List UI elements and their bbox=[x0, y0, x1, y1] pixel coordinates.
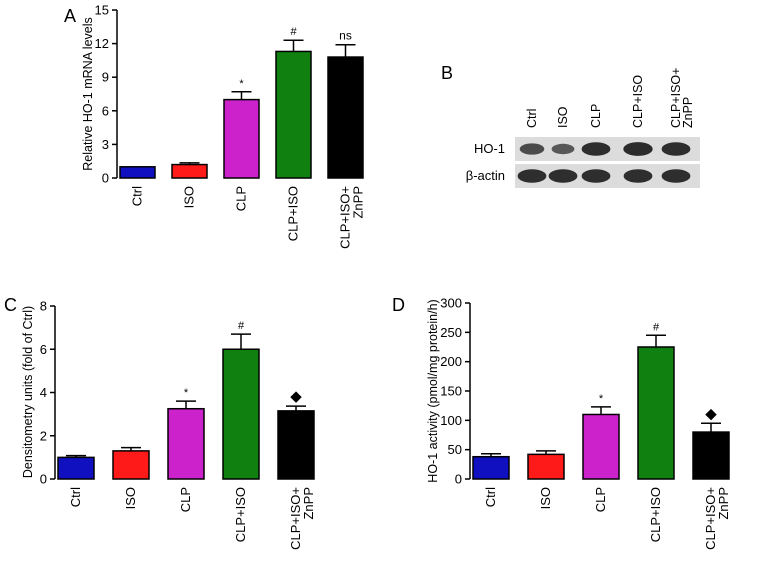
bar bbox=[167, 407, 205, 480]
blot-band bbox=[623, 169, 653, 183]
significance-marker: # bbox=[238, 320, 245, 332]
bar bbox=[223, 98, 260, 179]
blot-lane-label: Ctrl bbox=[525, 109, 539, 128]
y-tick-label: 300 bbox=[440, 296, 462, 311]
bar bbox=[327, 56, 364, 179]
bar bbox=[222, 348, 260, 480]
y-axis-label: Relative HO-1 mRNA levels bbox=[81, 17, 95, 171]
y-tick-label: 100 bbox=[440, 413, 462, 428]
y-axis-label: Densitometry units (fold of Ctrl) bbox=[21, 306, 35, 478]
x-tick-label: CLP+ISO+ZnPP bbox=[288, 487, 316, 550]
blot-lane-label: ISO bbox=[556, 106, 570, 128]
blot-lane-label: CLP+ISO+ZnPP bbox=[669, 68, 695, 128]
chart-c: 0 2 4 6 8 Densitometry units (fold of Ctrl) Ct… bbox=[21, 299, 316, 550]
x-tick-label: ISO bbox=[182, 186, 197, 208]
y-tick-label: 150 bbox=[440, 384, 462, 399]
x-tick-label: CLP bbox=[234, 186, 249, 211]
bar bbox=[692, 431, 730, 480]
y-tick-label: 3 bbox=[102, 137, 109, 152]
panel-label-b: B bbox=[441, 63, 453, 83]
y-tick-label: 200 bbox=[440, 354, 462, 369]
significance-marker: # bbox=[290, 26, 297, 38]
bar bbox=[472, 455, 510, 480]
x-tick-label: ISO bbox=[538, 487, 553, 509]
y-tick-label: 0 bbox=[102, 171, 109, 186]
significance-marker: ns bbox=[339, 29, 352, 43]
bar bbox=[277, 410, 315, 480]
y-tick-label: 0 bbox=[40, 472, 47, 487]
x-tick-label: ISO bbox=[123, 487, 138, 509]
y-tick-label: 250 bbox=[440, 325, 462, 340]
significance-marker: # bbox=[653, 321, 660, 333]
x-tick-label: CLP+ISO+ZnPP bbox=[338, 186, 366, 249]
blot-row-label: β-actin bbox=[466, 168, 505, 183]
significance-marker: * bbox=[184, 387, 189, 399]
x-tick-label: CLP bbox=[178, 487, 193, 512]
significance-marker: * bbox=[599, 393, 604, 405]
blot-band bbox=[661, 169, 691, 183]
x-tick-label: CLP+ISO bbox=[648, 487, 663, 542]
panel-label-c: C bbox=[4, 295, 17, 315]
blot-band bbox=[551, 143, 575, 155]
significance-marker: ◆ bbox=[705, 405, 717, 422]
bar bbox=[275, 50, 312, 179]
x-tick-label: Ctrl bbox=[483, 487, 498, 507]
y-tick-label: 9 bbox=[102, 70, 109, 85]
blot-row-label: HO-1 bbox=[474, 141, 505, 156]
bar bbox=[171, 163, 208, 179]
y-tick-label: 6 bbox=[102, 103, 109, 118]
blot-lane-label: CLP+ISO bbox=[631, 75, 645, 128]
bar bbox=[582, 413, 620, 480]
x-tick-label: CLP+ISO+ZnPP bbox=[703, 487, 731, 550]
blot-band bbox=[519, 143, 545, 155]
x-tick-label: CLP+ISO bbox=[286, 186, 301, 241]
blot-lane-label: CLP bbox=[589, 104, 603, 128]
y-tick-label: 0 bbox=[455, 472, 462, 487]
significance-marker: ◆ bbox=[290, 388, 302, 405]
blot-band bbox=[581, 142, 611, 156]
bar bbox=[112, 450, 150, 480]
x-tick-label: Ctrl bbox=[68, 487, 83, 507]
blot-band bbox=[581, 169, 611, 183]
y-tick-label: 2 bbox=[40, 428, 47, 443]
panel-label-a: A bbox=[64, 6, 76, 26]
x-tick-label: CLP+ISO bbox=[233, 487, 248, 542]
y-tick-label: 8 bbox=[40, 299, 47, 314]
bar bbox=[527, 453, 565, 480]
blot-band bbox=[623, 142, 653, 156]
y-tick-label: 12 bbox=[95, 36, 109, 51]
bar bbox=[119, 166, 156, 179]
panel-label-d: D bbox=[392, 295, 405, 315]
y-tick-label: 6 bbox=[40, 342, 47, 357]
y-tick-label: 15 bbox=[95, 3, 109, 18]
blot-band bbox=[517, 169, 547, 183]
x-tick-label: Ctrl bbox=[130, 186, 145, 206]
significance-marker: * bbox=[239, 78, 244, 90]
x-tick-label: CLP bbox=[593, 487, 608, 512]
y-tick-label: 4 bbox=[40, 385, 47, 400]
y-tick-label: 50 bbox=[448, 442, 462, 457]
bar bbox=[637, 346, 675, 480]
western-blot: Ctrl ISO CLP CLP+ISO CLP+ISO+ZnPP HO-1 β-actin bbox=[466, 68, 700, 188]
blot-band bbox=[661, 142, 691, 156]
blot-band bbox=[548, 169, 578, 183]
y-axis-label: HO-1 activity (pmol/mg protein/h) bbox=[426, 299, 440, 482]
bar bbox=[57, 456, 95, 480]
